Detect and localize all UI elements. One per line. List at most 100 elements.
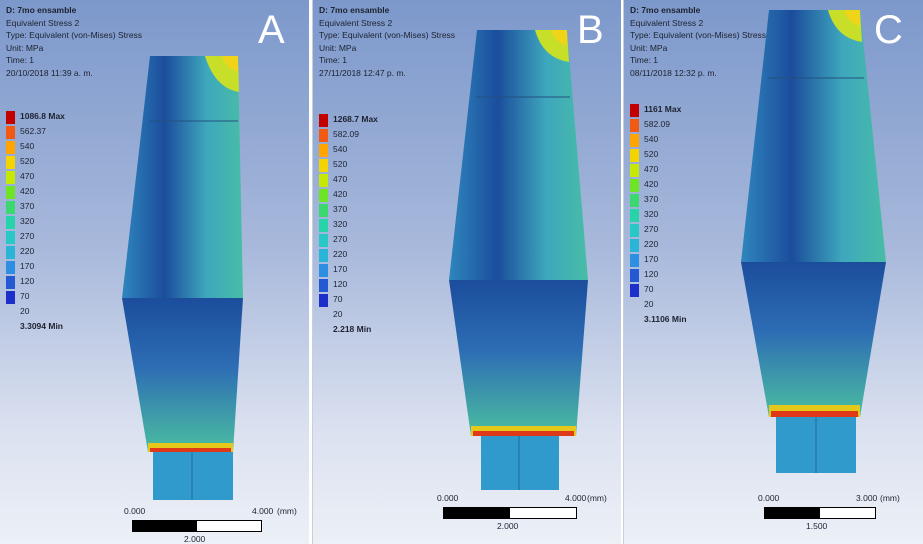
- legend-swatch: [630, 119, 639, 132]
- lower-cone: [122, 298, 243, 452]
- legend-label: 420: [644, 179, 659, 189]
- scale-end: 3.000: [856, 493, 878, 503]
- legend-swatch: [319, 174, 328, 187]
- legend-swatch: [6, 231, 15, 244]
- legend-swatch: [6, 201, 15, 214]
- legend-swatch: [630, 179, 639, 192]
- legend-swatch: [6, 261, 15, 274]
- legend-swatch: [319, 219, 328, 232]
- scale-ruler-filled: [133, 521, 197, 531]
- scale-unit: (mm): [277, 506, 297, 516]
- hex-connection: [153, 452, 233, 500]
- upper-cone: [449, 30, 588, 280]
- upper-cone: [122, 56, 243, 298]
- scale-mid: 2.000: [497, 521, 519, 531]
- legend-label: 520: [644, 149, 659, 159]
- legend-swatch: [6, 246, 15, 259]
- result-unit: Unit: MPa: [630, 42, 668, 53]
- legend-label: 320: [644, 209, 659, 219]
- legend-swatch: [6, 156, 15, 169]
- legend-label: 470: [333, 174, 348, 184]
- legend-label: 20: [644, 299, 654, 309]
- panel-b: D: 7mo ensamble Equivalent Stress 2 Type…: [312, 0, 621, 544]
- abutment-stress-model: [122, 56, 243, 500]
- base-red-band: [473, 431, 574, 436]
- scale-mid: 1.500: [806, 521, 828, 531]
- legend-label: 3.1106 Min: [644, 314, 687, 324]
- result-info: D: 7mo ensamble Equivalent Stress 2 Type…: [630, 4, 766, 79]
- base-red-band: [771, 411, 858, 417]
- scale-end: 4.000: [565, 493, 587, 503]
- result-name: Equivalent Stress 2: [6, 17, 80, 28]
- result-name: Equivalent Stress 2: [630, 17, 704, 28]
- legend-swatch: [319, 189, 328, 202]
- lower-cone: [741, 262, 886, 417]
- hex-connection: [481, 436, 559, 490]
- panel-letter: A: [258, 8, 285, 52]
- result-type: Type: Equivalent (von-Mises) Stress: [6, 30, 143, 40]
- legend-swatch: [6, 186, 15, 199]
- legend-label: 270: [644, 224, 659, 234]
- result-time: Time: 1: [6, 55, 35, 65]
- legend-label: 1086.8 Max: [20, 111, 65, 121]
- result-date: 27/11/2018 12:47 p. m.: [319, 67, 406, 78]
- legend-label: 120: [20, 276, 35, 286]
- legend-label: 20: [20, 306, 30, 316]
- legend-label: 220: [20, 246, 35, 256]
- panel-c: D: 7mo ensamble Equivalent Stress 2 Type…: [623, 0, 923, 544]
- legend-swatch: [630, 104, 639, 117]
- legend-label: 520: [333, 159, 348, 169]
- scale-start: 0.000: [758, 493, 780, 503]
- legend-label: 470: [20, 171, 35, 181]
- legend-label: 120: [333, 279, 348, 289]
- legend-label: 540: [20, 141, 35, 151]
- model-title: D: 7mo ensamble: [319, 5, 390, 15]
- result-info: D: 7mo ensamble Equivalent Stress 2 Type…: [6, 4, 142, 79]
- legend-swatch: [630, 254, 639, 267]
- scale-unit: (mm): [587, 493, 607, 503]
- legend-label: 170: [333, 264, 348, 274]
- legend-swatch: [319, 294, 328, 307]
- legend-swatch: [319, 264, 328, 277]
- result-name: Equivalent Stress 2: [319, 17, 393, 28]
- legend-swatch: [319, 129, 328, 142]
- upper-cone: [741, 10, 886, 262]
- legend-swatch: [319, 249, 328, 262]
- legend-swatch: [319, 114, 328, 127]
- legend-label: 120: [644, 269, 659, 279]
- legend-label: 420: [20, 186, 35, 196]
- legend-label: 320: [20, 216, 35, 226]
- legend-swatch: [6, 126, 15, 139]
- legend-label: 562.37: [20, 126, 46, 136]
- legend-swatch: [6, 141, 15, 154]
- legend-swatch: [630, 194, 639, 207]
- panel-a: D: 7mo ensamble Equivalent Stress 2 Type…: [0, 0, 309, 544]
- result-date: 08/11/2018 12:32 p. m.: [630, 67, 717, 78]
- legend-label: 582.09: [333, 129, 359, 139]
- result-time: Time: 1: [630, 55, 659, 65]
- legend-swatch: [630, 239, 639, 252]
- legend-swatch: [630, 149, 639, 162]
- model-title: D: 7mo ensamble: [630, 5, 701, 15]
- scale-start: 0.000: [437, 493, 459, 503]
- legend-swatch: [6, 216, 15, 229]
- legend-swatch: [6, 276, 15, 289]
- legend-label: 540: [333, 144, 348, 154]
- result-info: D: 7mo ensamble Equivalent Stress 2 Type…: [319, 4, 455, 79]
- legend-label: 370: [333, 204, 348, 214]
- legend-swatch: [6, 171, 15, 184]
- result-time: Time: 1: [319, 55, 348, 65]
- legend-label: 70: [20, 291, 30, 301]
- result-unit: Unit: MPa: [319, 42, 357, 53]
- scale-start: 0.000: [124, 506, 146, 516]
- abutment-stress-model: [741, 10, 886, 473]
- base-red-band: [150, 448, 231, 452]
- legend-label: 540: [644, 134, 659, 144]
- result-unit: Unit: MPa: [6, 42, 44, 53]
- legend-swatch: [6, 291, 15, 304]
- result-type: Type: Equivalent (von-Mises) Stress: [630, 30, 767, 40]
- legend-label: 520: [20, 156, 35, 166]
- panel-letter: C: [874, 8, 903, 52]
- scale-end: 4.000: [252, 506, 274, 516]
- hotspot-core: [551, 30, 567, 46]
